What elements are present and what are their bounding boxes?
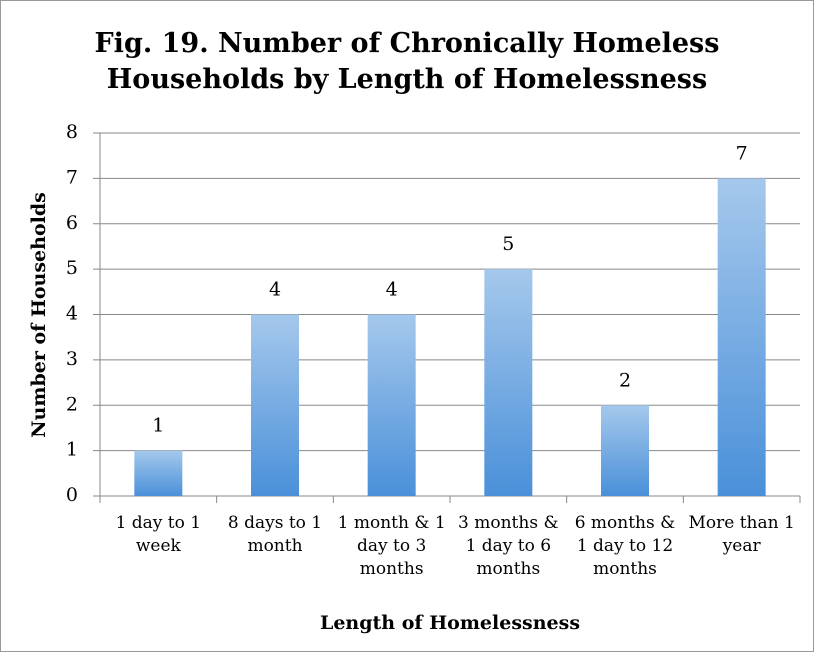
x-tick-label: More than 1 year: [688, 513, 795, 556]
value-label: 4: [386, 279, 398, 301]
bar: [484, 269, 533, 496]
bar: [717, 178, 766, 496]
value-label: 2: [619, 369, 631, 391]
y-tick-label: 5: [66, 257, 78, 279]
x-tick-label: 8 days to 1 month: [227, 513, 323, 556]
bar: [251, 314, 299, 496]
y-tick-label: 6: [66, 212, 78, 234]
value-label: 1: [152, 415, 164, 437]
y-tick-label: 3: [66, 348, 78, 370]
x-axis-label: Length of Homelessness: [319, 612, 581, 634]
bar: [134, 450, 183, 496]
x-tick-label: 1 month & 1 day to 3 months: [337, 513, 446, 579]
x-tick-label: 1 day to 1 week: [115, 513, 202, 556]
y-tick-label: 8: [66, 121, 78, 143]
bar: [367, 314, 416, 496]
y-axis-label: Number of Households: [28, 192, 50, 438]
value-label: 4: [269, 279, 281, 301]
y-tick-label: 1: [66, 439, 78, 461]
value-label: 7: [736, 142, 748, 164]
value-label: 5: [502, 233, 514, 255]
y-tick-label: 0: [66, 484, 78, 506]
y-tick-label: 7: [66, 166, 78, 188]
bar: [601, 405, 649, 496]
y-tick-label: 2: [66, 393, 78, 415]
x-tick-label: 6 months & 1 day to 12 months: [574, 513, 676, 579]
chart-title: Fig. 19. Number of Chronically Homeless …: [94, 28, 720, 95]
x-tick-label: 3 months & 1 day to 6 months: [458, 513, 559, 579]
y-tick-label: 4: [66, 303, 78, 325]
